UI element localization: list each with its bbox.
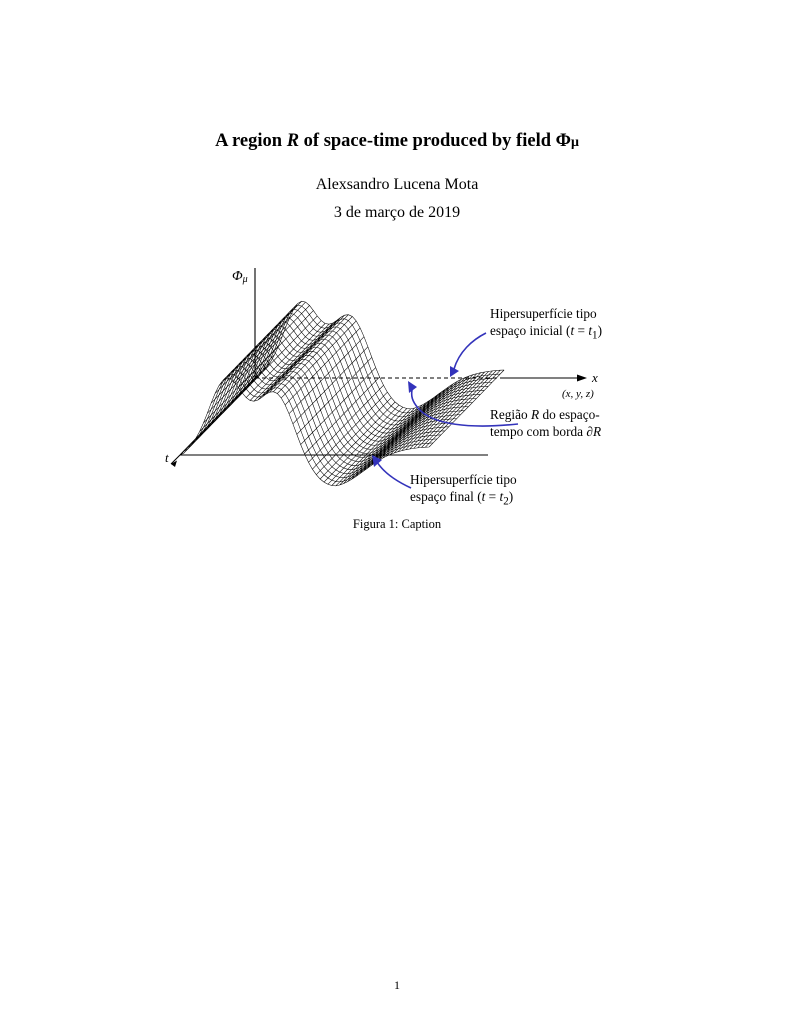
svg-text:(x, y, z): (x, y, z) — [562, 388, 594, 400]
svg-text:x: x — [591, 370, 598, 385]
svg-text:t: t — [165, 450, 169, 465]
svg-text:Φμ: Φμ — [232, 269, 248, 285]
